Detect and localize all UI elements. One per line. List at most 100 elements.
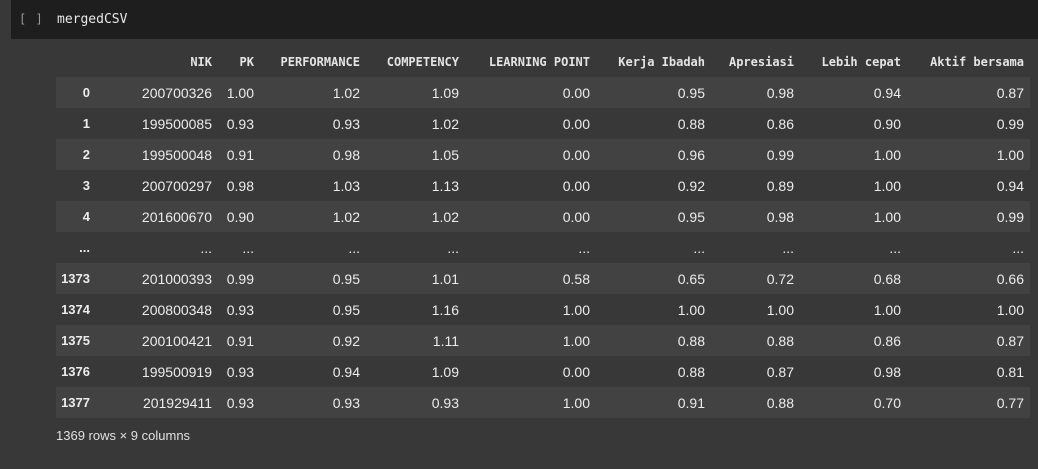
table-cell: 0.87 — [996, 84, 1024, 101]
table-cell: 0.89 — [766, 177, 794, 194]
table-cell: 0.98 — [766, 84, 794, 101]
table-row: 1373 201000393 0.99 0.95 1.01 0.58 0.65 0.72 0.6… — [56, 263, 1030, 294]
table-cell: 0.98 — [226, 177, 254, 194]
table-cell: 0.94 — [873, 84, 901, 101]
table-cell: 0.96 — [677, 146, 705, 163]
table-cell: 0.88 — [766, 332, 794, 349]
table-cell: 1.01 — [431, 270, 459, 287]
table-cell: ... — [578, 239, 590, 256]
table-cell: 0.88 — [677, 115, 705, 132]
table-cell: 0.00 — [562, 84, 590, 101]
table-cell: 199500919 — [141, 363, 212, 380]
row-index: 2 — [82, 147, 90, 162]
table-cell: 0.95 — [332, 270, 360, 287]
table-cell: 1.13 — [431, 177, 459, 194]
table-cell: 1.00 — [226, 84, 254, 101]
row-index: 4 — [82, 209, 90, 224]
table-cell: 1.00 — [873, 146, 901, 163]
table-cell: 0.72 — [766, 270, 794, 287]
table-row: .............................. — [56, 232, 1030, 263]
table-cell: 0.95 — [677, 208, 705, 225]
run-cell-indicator[interactable]: [ ] — [19, 12, 44, 26]
table-cell: 1.02 — [431, 208, 459, 225]
table-cell: ... — [200, 239, 212, 256]
table-row: 1 199500085 0.93 0.93 1.02 0.00 0.88 0.86 0.90 0.… — [56, 108, 1030, 139]
table-cell: 0.93 — [226, 394, 254, 411]
table-cell: 0.00 — [562, 115, 590, 132]
table-cell: ... — [889, 239, 901, 256]
table-row: 1374 200800348 0.93 0.95 1.16 1.00 1.00 1.00 1.0… — [56, 294, 1030, 325]
table-row: 1377 201929411 0.93 0.93 0.93 1.00 0.91 0.88 0.7… — [56, 387, 1030, 418]
table-cell: 0.88 — [677, 363, 705, 380]
table-cell: 0.87 — [766, 363, 794, 380]
table-cell: 0.92 — [677, 177, 705, 194]
table-cell: 0.98 — [766, 208, 794, 225]
table-cell: 1.03 — [332, 177, 360, 194]
table-row: 0 200700326 1.00 1.02 1.09 0.00 0.95 0.98 0.94 0.… — [56, 77, 1030, 108]
row-index: 1377 — [61, 395, 90, 410]
table-cell: 1.02 — [332, 208, 360, 225]
row-index: ... — [79, 240, 90, 255]
table-cell: 0.70 — [873, 394, 901, 411]
table-cell: 0.68 — [873, 270, 901, 287]
table-cell: 0.95 — [332, 301, 360, 318]
table-cell: 201929411 — [142, 394, 212, 411]
table-cell: 1.00 — [996, 301, 1024, 318]
table-cell: 0.93 — [226, 363, 254, 380]
code-cell[interactable]: [ ] mergedCSV — [11, 0, 1038, 39]
table-cell: 0.94 — [332, 363, 360, 380]
table-cell: 200700326 — [141, 84, 212, 101]
table-cell: 0.58 — [562, 270, 590, 287]
table-cell: 0.91 — [226, 332, 254, 349]
table-cell: 1.00 — [873, 208, 901, 225]
table-cell: 0.98 — [873, 363, 901, 380]
table-cell: 200700297 — [141, 177, 212, 194]
column-header: Apresiasi — [728, 54, 794, 69]
table-cell: 0.00 — [562, 177, 590, 194]
table-cell: 0.94 — [996, 177, 1024, 194]
table-cell: 0.88 — [766, 394, 794, 411]
table-cell: 0.98 — [332, 146, 360, 163]
table-cell: 0.99 — [996, 115, 1024, 132]
table-cell: 1.00 — [562, 394, 590, 411]
row-index: 3 — [82, 178, 90, 193]
row-index: 1373 — [61, 271, 90, 286]
table-cell: 200100421 — [141, 332, 212, 349]
table-header-row: NIK PK PERFORMANCE COMPETENCY LEARNING P… — [56, 46, 1030, 77]
row-index: 0 — [82, 85, 90, 100]
dataframe-table: NIK PK PERFORMANCE COMPETENCY LEARNING P… — [56, 46, 1030, 418]
table-cell: 0.81 — [996, 363, 1024, 380]
table-cell: ... — [782, 239, 794, 256]
table-cell: 1.09 — [431, 363, 459, 380]
column-header: PK — [239, 54, 254, 69]
table-cell: 1.00 — [873, 177, 901, 194]
column-header: NIK — [190, 54, 212, 69]
column-header: PERFORMANCE — [280, 54, 360, 69]
table-cell: 0.93 — [431, 394, 459, 411]
table-cell: 0.90 — [226, 208, 254, 225]
table-cell: 0.92 — [332, 332, 360, 349]
column-header: Lebih cepat — [821, 54, 901, 69]
code-text[interactable]: mergedCSV — [57, 12, 128, 27]
table-cell: ... — [242, 239, 254, 256]
table-cell: 0.99 — [996, 208, 1024, 225]
table-shape-summary: 1369 rows × 9 columns — [56, 428, 191, 443]
table-cell: 1.00 — [996, 146, 1024, 163]
table-cell: 0.95 — [677, 84, 705, 101]
table-row: 1376 199500919 0.93 0.94 1.09 0.00 0.88 0.87 0.9… — [56, 356, 1030, 387]
table-cell: 0.00 — [562, 208, 590, 225]
table-cell: 1.05 — [431, 146, 459, 163]
table-cell: ... — [447, 239, 459, 256]
table-cell: ... — [1012, 239, 1024, 256]
row-index: 1 — [82, 116, 90, 131]
table-cell: ... — [348, 239, 360, 256]
table-row: 3 200700297 0.98 1.03 1.13 0.00 0.92 0.89 1.00 0.… — [56, 170, 1030, 201]
table-cell: ... — [693, 239, 705, 256]
table-cell: 1.09 — [431, 84, 459, 101]
table-cell: 1.00 — [562, 301, 590, 318]
table-cell: 1.02 — [431, 115, 459, 132]
table-cell: 0.00 — [562, 146, 590, 163]
table-cell: 1.02 — [332, 84, 360, 101]
table-cell: 0.93 — [226, 115, 254, 132]
table-cell: 1.00 — [766, 301, 794, 318]
